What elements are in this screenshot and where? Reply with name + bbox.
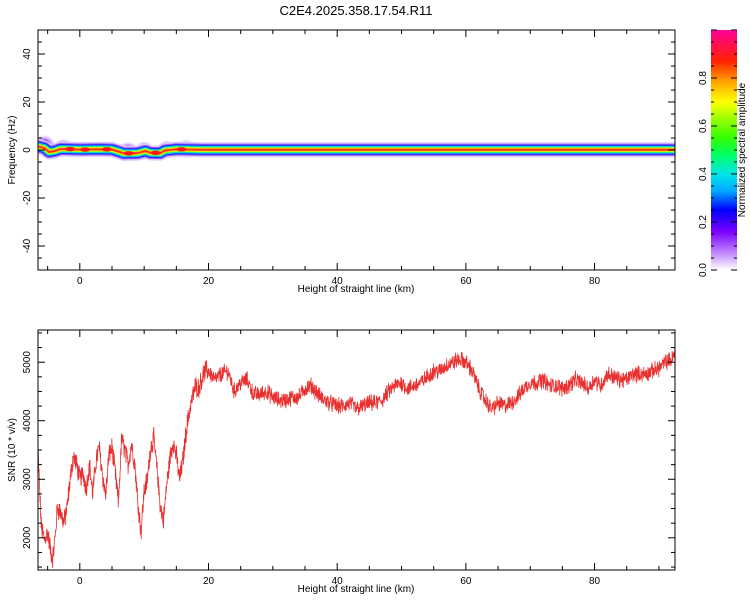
colorbar-tick-label: 0.8 [698,71,709,85]
snr-x-label: Height of straight line (km) [298,584,415,595]
spectrogram-x-label: Height of straight line (km) [298,284,415,295]
0-x-tick-label: 40 [332,276,344,287]
colorbar-gradient [711,30,737,270]
colorbar: 0.0 0.2 0.4 0.6 0.8 Normalized spectral ampl… [698,29,748,277]
1-y-tick-label: 5000 [22,351,33,374]
0-x-tick-label: 20 [203,276,215,287]
0-y-tick-label: -40 [22,238,33,253]
spectrogram-peak [79,147,90,152]
colorbar-label: Normalized spectral amplitude [737,82,748,217]
1-y-tick-label: 2000 [22,526,33,549]
spectrogram-band [38,145,675,155]
0-x-tick-label: 60 [460,276,472,287]
colorbar-tick-label: 0.0 [698,263,709,277]
snr-series-line [38,349,675,569]
0-x-tick-label: 0 [77,276,83,287]
1-x-tick-label: 40 [332,576,344,587]
spectrogram-y-label: Frequency (Hz) [7,116,18,185]
spectrogram-peak [176,147,187,152]
1-x-tick-label: 60 [460,576,472,587]
0-y-tick-label: 40 [22,48,33,60]
1-y-tick-label: 4000 [22,409,33,432]
1-x-tick-label: 0 [77,576,83,587]
1-y-tick-label: 3000 [22,468,33,491]
1-x-tick-label: 20 [203,576,215,587]
0-y-tick-label: -20 [22,190,33,205]
snr-y-label: SNR (10 * v/v) [7,418,18,482]
1-x-tick-label: 80 [589,576,601,587]
colorbar-tick-label: 0.4 [698,167,709,181]
spectrogram-peak [123,151,134,156]
spectrogram-peak [101,147,112,152]
snr-plot-area [38,330,675,570]
spectrogram-peak [150,150,161,156]
0-x-tick-label: 80 [589,276,601,287]
0-y-tick-label: 20 [22,96,33,108]
colorbar-tick-label: 0.6 [698,119,709,133]
spectrogram-panel: 0 20 40 60 80 -40 -20 0 20 40 Height of straight … [7,29,676,295]
colorbar-tick-label: 0.2 [698,215,709,229]
spectrogram-peak [65,146,76,152]
0-y-tick-label: 0 [22,147,33,153]
figure-title: C2E4.2025.358.17.54.R11 [280,3,433,18]
snr-panel: 0 20 40 60 80 2000 3000 4000 5000 Height of stra… [7,329,676,595]
